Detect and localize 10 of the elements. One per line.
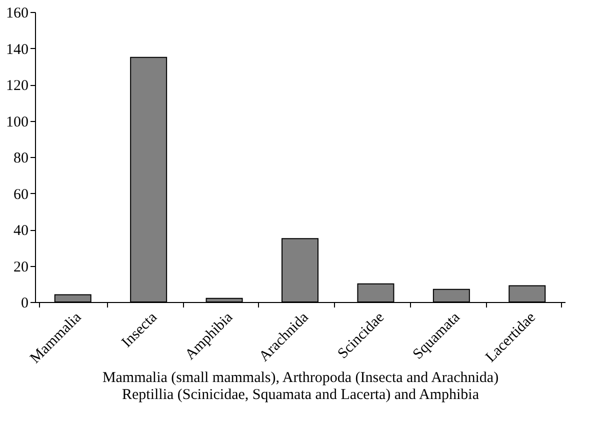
y-tick-label: 100 [6, 114, 28, 130]
y-tick-label: 120 [6, 78, 28, 94]
y-tick-label: 80 [14, 150, 28, 166]
y-tick-label: 0 [21, 296, 28, 312]
y-tick-label: 140 [6, 42, 28, 58]
y-tick-label: 60 [14, 186, 28, 203]
y-tick-label: 20 [14, 259, 28, 276]
x-axis-title: Mammalia (small mammals), Arthropoda (Insecta and Arachnida) Reptillia (Scinicidae, Squamata and Lacerta) and Amphibia [102, 370, 499, 404]
y-tick-label: 40 [14, 223, 28, 239]
y-tick-label: 160 [6, 6, 28, 22]
